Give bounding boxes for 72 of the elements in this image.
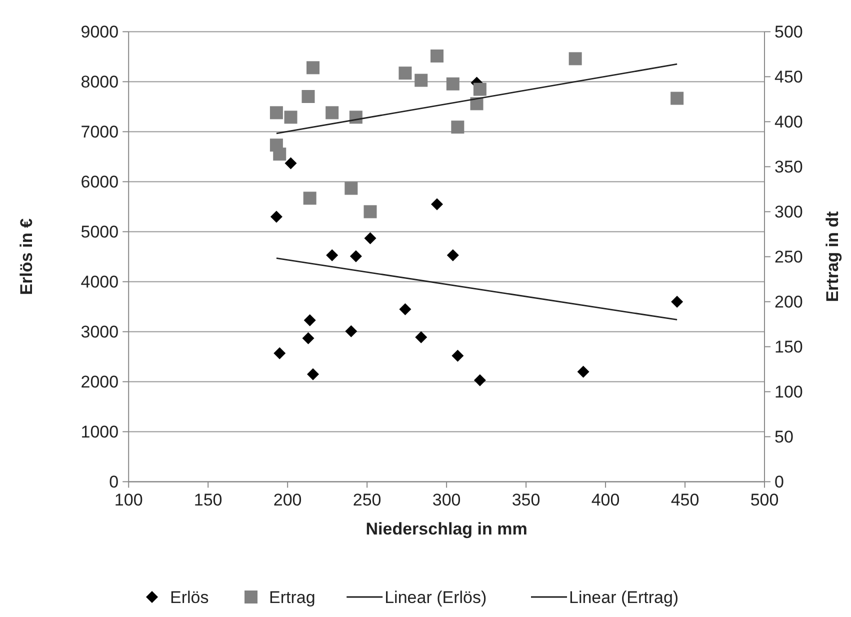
x-tick-label: 200: [273, 490, 302, 510]
y2-tick-label: 300: [774, 202, 803, 222]
x-tick-label: 300: [432, 490, 461, 510]
point: [399, 303, 412, 316]
point: [414, 74, 428, 87]
y2-tick-label: 350: [774, 158, 803, 177]
point: [270, 106, 283, 120]
point: [345, 325, 358, 338]
point: [473, 82, 486, 96]
y-tick-label: 9000: [80, 22, 119, 42]
y2-tick-label: 450: [774, 68, 803, 87]
y-tick-label: 8000: [80, 72, 119, 92]
y2-tick-label: 100: [774, 382, 803, 402]
point: [364, 205, 377, 218]
x-tick-label: 250: [352, 490, 382, 510]
point: [398, 66, 412, 80]
legend-label: Linear (Erlös): [384, 588, 487, 607]
y-tick-label: 0: [109, 472, 119, 492]
legend-label: Erlös: [170, 588, 209, 607]
point: [568, 52, 582, 66]
x-tick-label: 400: [591, 490, 620, 510]
legend-label: Linear (Ertrag): [569, 588, 679, 607]
point: [350, 250, 362, 262]
y-tick-label: 3000: [80, 322, 119, 342]
point: [671, 296, 684, 308]
point: [302, 332, 314, 344]
y2-tick-label: 500: [774, 22, 803, 42]
y-tick-label: 2000: [80, 372, 119, 392]
x-tick-label: 450: [670, 490, 700, 510]
point: [446, 249, 459, 262]
point: [670, 92, 684, 105]
point: [302, 90, 315, 103]
point: [326, 249, 338, 262]
x-tick-label: 350: [512, 490, 540, 510]
y-tick-label: 4000: [80, 272, 119, 292]
point: [306, 61, 320, 74]
y-tick-label: 5000: [80, 222, 119, 242]
y2-tick-label: 200: [774, 292, 803, 312]
point: [304, 314, 316, 326]
y-tick-label: 7000: [80, 122, 119, 142]
point: [344, 182, 358, 195]
y-tick-label: 1000: [80, 422, 119, 442]
x-tick-label: 150: [194, 490, 222, 510]
point: [446, 77, 460, 90]
point: [577, 366, 590, 378]
point: [273, 148, 286, 161]
point: [415, 331, 428, 344]
y2-tick-label: 150: [774, 338, 803, 357]
point: [303, 192, 316, 205]
point: [451, 120, 464, 134]
y-axis-title: Erlös in €: [17, 218, 36, 295]
legend-label: Ertrag: [269, 588, 316, 607]
y2-tick-label: 400: [774, 112, 803, 132]
point: [474, 374, 486, 386]
x-tick-label: 100: [114, 490, 143, 510]
point: [431, 198, 444, 210]
x-tick-label: 500: [750, 490, 779, 510]
point: [270, 210, 282, 223]
x-axis-title: Niederschlag in mm: [366, 520, 528, 539]
y-tick-label: 6000: [80, 172, 119, 192]
point: [452, 350, 464, 362]
point: [326, 106, 339, 120]
point: [430, 50, 444, 62]
point: [284, 110, 298, 124]
y2-axis-title: Ertrag in dt: [823, 211, 842, 302]
y2-tick-label: 0: [774, 472, 784, 492]
point: [284, 157, 297, 170]
point: [274, 347, 286, 360]
y2-tick-label: 250: [774, 248, 803, 267]
y2-tick-label: 50: [774, 428, 794, 447]
point: [364, 232, 376, 244]
point: [307, 368, 320, 380]
